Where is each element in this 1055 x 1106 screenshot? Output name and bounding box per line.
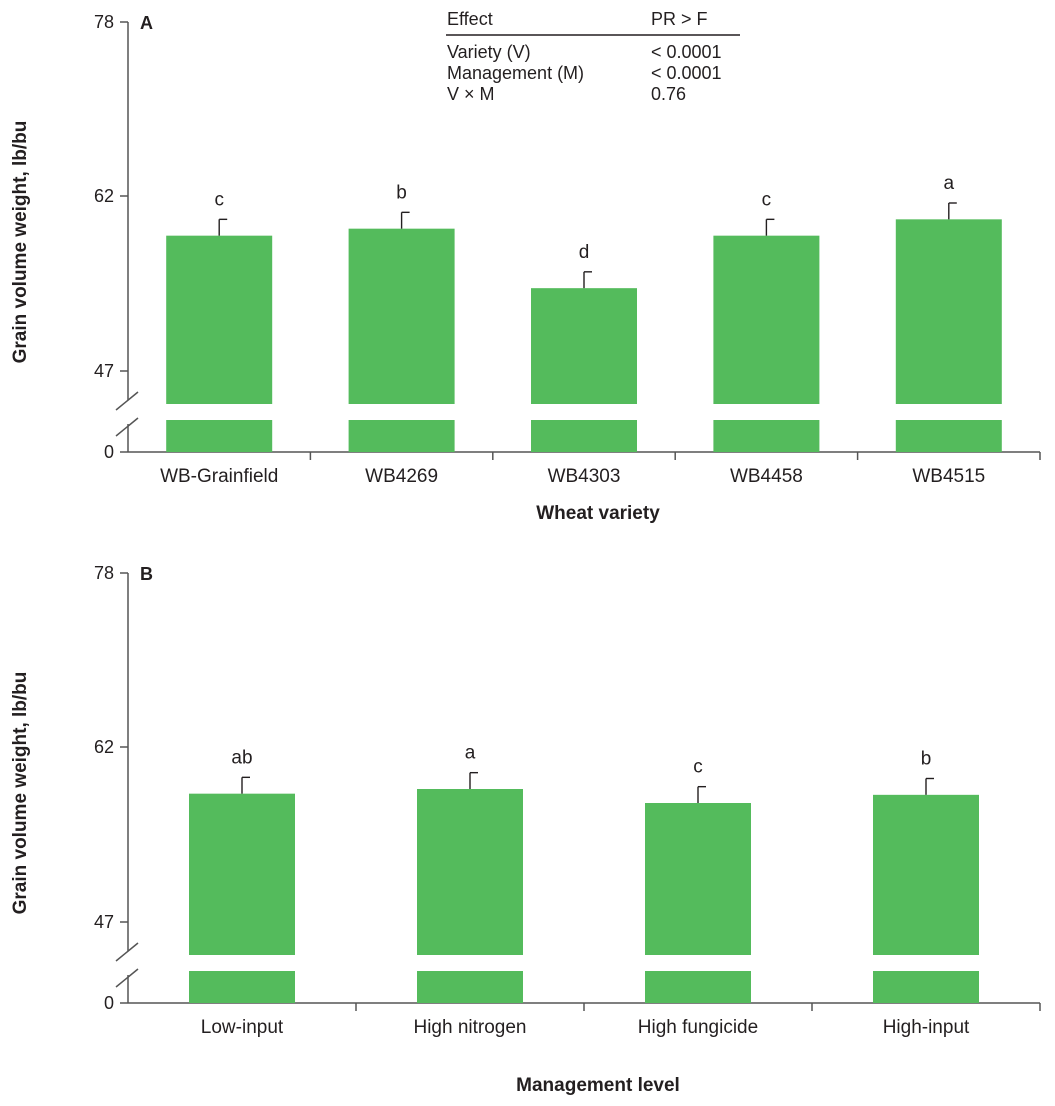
- significance-label: d: [579, 242, 590, 263]
- bar-base: [531, 420, 637, 452]
- bar: [531, 288, 637, 404]
- y-tick-label: 78: [94, 12, 114, 32]
- bar-base: [417, 971, 523, 1003]
- bar: [713, 235, 820, 404]
- bar-base: [166, 420, 273, 452]
- x-axis-title: Wheat variety: [536, 503, 660, 524]
- x-tick-label: WB-Grainfield: [160, 466, 278, 487]
- y-axis-title: Grain volume weight, lb/bu: [10, 672, 31, 915]
- bar: [189, 793, 295, 955]
- y-tick-label: 62: [94, 186, 114, 206]
- panel-b-chart: 0 47 62 78 ab Low-input a High nitrogen c High fu…: [10, 563, 1041, 1096]
- bar-base: [348, 420, 455, 452]
- axis-break-mark: [115, 391, 139, 411]
- y-tick-label: 47: [94, 361, 114, 381]
- x-tick-label: WB4458: [730, 466, 803, 487]
- bar-base: [895, 420, 1002, 452]
- bar: [645, 803, 751, 955]
- x-tick-label: High-input: [883, 1017, 970, 1038]
- significance-label: a: [465, 743, 476, 764]
- bar: [166, 235, 273, 404]
- bar-base: [873, 971, 979, 1003]
- y-tick-label: 0: [104, 442, 114, 462]
- stats-header: Effect: [447, 9, 493, 29]
- bar: [417, 789, 523, 955]
- significance-label: c: [762, 189, 772, 210]
- stats-p-value: < 0.0001: [651, 42, 722, 62]
- stats-p-value: 0.76: [651, 84, 686, 104]
- x-tick-label: High nitrogen: [413, 1017, 526, 1038]
- x-tick-label: WB4269: [365, 466, 438, 487]
- y-tick-label: 78: [94, 563, 114, 583]
- x-tick-label: WB4303: [548, 466, 621, 487]
- stats-effect: Management (M): [447, 63, 584, 83]
- bar: [348, 228, 455, 404]
- stats-header: PR > F: [651, 9, 708, 29]
- panel-a-chart: 0 47 62 78 c WB-Grainfield b WB4269 d WB4303 c WB44…: [10, 9, 1041, 524]
- axis-break-mark: [115, 942, 139, 962]
- bar-base: [189, 971, 295, 1003]
- significance-label: b: [921, 749, 932, 770]
- panel-label: B: [140, 564, 153, 584]
- bar: [873, 794, 979, 955]
- stats-effect: V × M: [447, 84, 495, 104]
- y-tick-label: 0: [104, 993, 114, 1013]
- y-axis-title: Grain volume weight, lb/bu: [10, 121, 31, 364]
- significance-label: ab: [231, 747, 252, 768]
- stats-effect: Variety (V): [447, 42, 531, 62]
- stats-p-value: < 0.0001: [651, 63, 722, 83]
- bar: [895, 219, 1002, 404]
- x-tick-label: WB4515: [912, 466, 985, 487]
- panel-label: A: [140, 13, 153, 33]
- y-tick-label: 62: [94, 737, 114, 757]
- x-axis-title: Management level: [516, 1075, 680, 1096]
- bar-base: [645, 971, 751, 1003]
- significance-label: c: [693, 757, 703, 778]
- axis-break-mark: [115, 968, 139, 988]
- significance-label: b: [396, 182, 407, 203]
- x-tick-label: High fungicide: [638, 1017, 758, 1038]
- x-tick-label: Low-input: [201, 1017, 284, 1038]
- significance-label: c: [214, 189, 224, 210]
- y-tick-label: 47: [94, 912, 114, 932]
- significance-label: a: [944, 173, 955, 194]
- axis-break-mark: [115, 417, 139, 437]
- bar-base: [713, 420, 820, 452]
